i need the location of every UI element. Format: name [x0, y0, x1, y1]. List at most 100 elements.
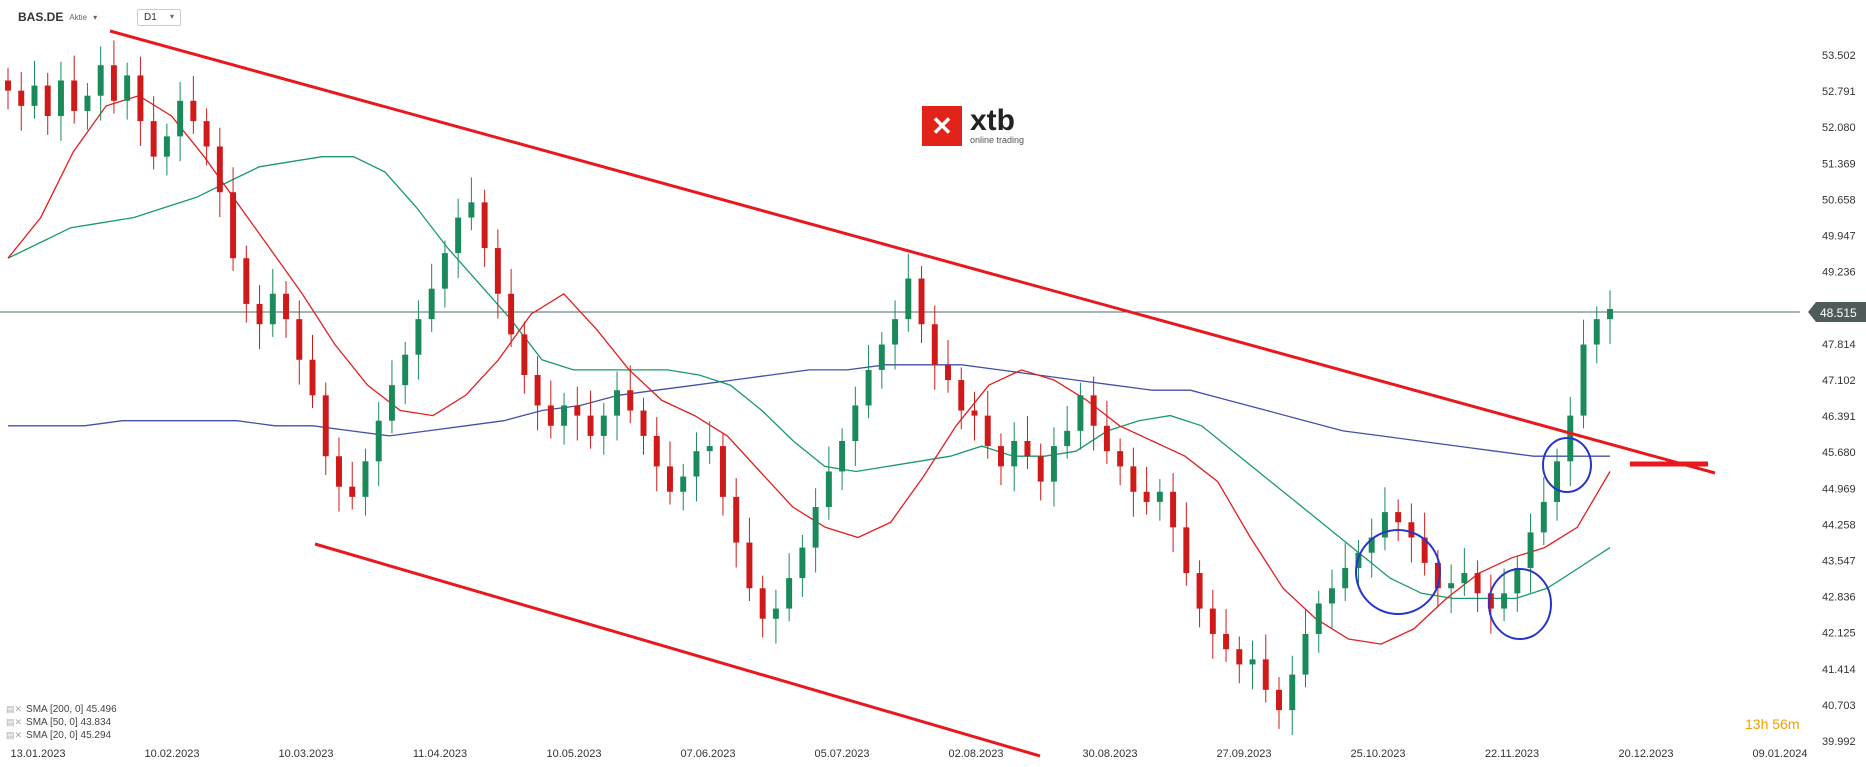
legend-sma50-label: SMA [50, 0] 43.834: [26, 717, 112, 728]
legend-sma200[interactable]: ▤✕ SMA [200, 0] 45.496: [6, 703, 117, 716]
x-tick-label: 05.07.2023: [814, 748, 869, 760]
x-tick-label: 13.01.2023: [10, 748, 65, 760]
settings-icon[interactable]: ▤✕: [6, 730, 23, 740]
candle: [97, 46, 104, 121]
candle: [1448, 564, 1455, 614]
candle: [653, 417, 660, 492]
sma200-line: [8, 364, 1610, 457]
candle: [1593, 306, 1600, 364]
candle: [375, 401, 382, 487]
candle: [931, 305, 938, 390]
y-tick-label: 42.836: [1822, 592, 1856, 604]
candle: [786, 553, 793, 622]
settings-icon[interactable]: ▤✕: [6, 704, 23, 714]
candle: [1223, 609, 1230, 662]
candle: [508, 268, 515, 348]
candle: [918, 265, 925, 344]
x-tick-label: 30.08.2023: [1082, 748, 1137, 760]
candle: [1011, 422, 1018, 492]
candle: [1064, 405, 1071, 459]
candle: [600, 402, 607, 455]
timeframe-select[interactable]: D1 ▾: [137, 9, 181, 26]
candle: [428, 263, 435, 332]
upper-trendline: [109, 29, 1716, 475]
candle: [57, 61, 64, 141]
candle: [1580, 319, 1587, 429]
candle: [163, 123, 170, 176]
legend-sma20[interactable]: ▤✕ SMA [20, 0] 45.294: [6, 729, 117, 742]
candle: [733, 478, 740, 568]
candle: [1421, 512, 1428, 576]
legend-sma50[interactable]: ▤✕ SMA [50, 0] 43.834: [6, 716, 117, 729]
candle: [1487, 574, 1494, 634]
candle: [759, 575, 766, 638]
x-tick-label: 10.02.2023: [144, 748, 199, 760]
candle: [362, 448, 369, 516]
x-tick-label: 10.05.2023: [546, 748, 601, 760]
highlight-circle-2: [1488, 568, 1552, 640]
candle: [349, 461, 356, 510]
candle: [230, 167, 237, 271]
candle: [150, 96, 157, 170]
candle: [283, 281, 290, 338]
candle: [243, 245, 250, 323]
candle: [1461, 548, 1468, 596]
candle: [799, 534, 806, 597]
x-tick-label: 27.09.2023: [1216, 748, 1271, 760]
candle: [1527, 513, 1534, 593]
candle: [1328, 569, 1335, 629]
candle: [1077, 382, 1084, 450]
logo-brand: xtb: [970, 104, 1015, 137]
candle: [640, 397, 647, 455]
candle: [1156, 479, 1163, 521]
candle: [693, 432, 700, 502]
sma20-line: [7, 94, 1611, 645]
y-tick-label: 52.080: [1822, 122, 1856, 134]
y-tick-label: 47.814: [1822, 339, 1856, 351]
candle: [1342, 543, 1349, 601]
x-axis: 13.01.2023 10.02.2023 10.03.2023 11.04.2023…: [10, 748, 1807, 760]
candle: [905, 253, 912, 332]
candle: [441, 240, 448, 308]
y-tick-label: 51.369: [1822, 158, 1856, 170]
y-tick-label: 44.258: [1822, 519, 1856, 531]
candle: [971, 391, 978, 441]
candle: [614, 371, 621, 441]
candle: [110, 40, 117, 114]
candle: [1103, 400, 1110, 464]
chevron-down-icon[interactable]: ▾: [93, 12, 98, 22]
candles: [5, 40, 1613, 736]
candle: [124, 62, 131, 120]
candle: [706, 421, 713, 464]
candle: [1607, 290, 1613, 345]
candle: [1315, 590, 1322, 653]
candle: [5, 67, 11, 110]
candle: [1540, 477, 1547, 546]
candle: [1554, 448, 1561, 521]
highlight-circle-1: [1355, 529, 1441, 615]
candle: [1262, 634, 1269, 703]
candle: [574, 386, 581, 441]
candle: [203, 108, 210, 166]
x-tick-label: 11.04.2023: [413, 748, 467, 760]
price-label: 48.515: [1808, 302, 1866, 322]
candle: [521, 321, 528, 394]
candle: [1501, 568, 1508, 622]
candle: [1368, 518, 1375, 578]
y-tick-label: 47.102: [1822, 375, 1856, 387]
candle: [958, 367, 965, 430]
candle: [839, 428, 846, 491]
indicator-legend: ▤✕ SMA [200, 0] 45.496 ▤✕ SMA [50, 0] 43.8…: [6, 703, 117, 742]
candle: [1209, 589, 1216, 659]
current-price-text: 48.515: [1820, 306, 1857, 320]
candle: [84, 83, 91, 130]
candle: [177, 82, 184, 162]
candle: [587, 390, 594, 449]
y-tick-label: 53.502: [1822, 50, 1856, 62]
settings-icon[interactable]: ▤✕: [6, 717, 23, 727]
candle: [1395, 499, 1402, 542]
candle: [1117, 438, 1124, 486]
y-tick-label: 40.703: [1822, 700, 1856, 712]
candle: [269, 268, 276, 337]
